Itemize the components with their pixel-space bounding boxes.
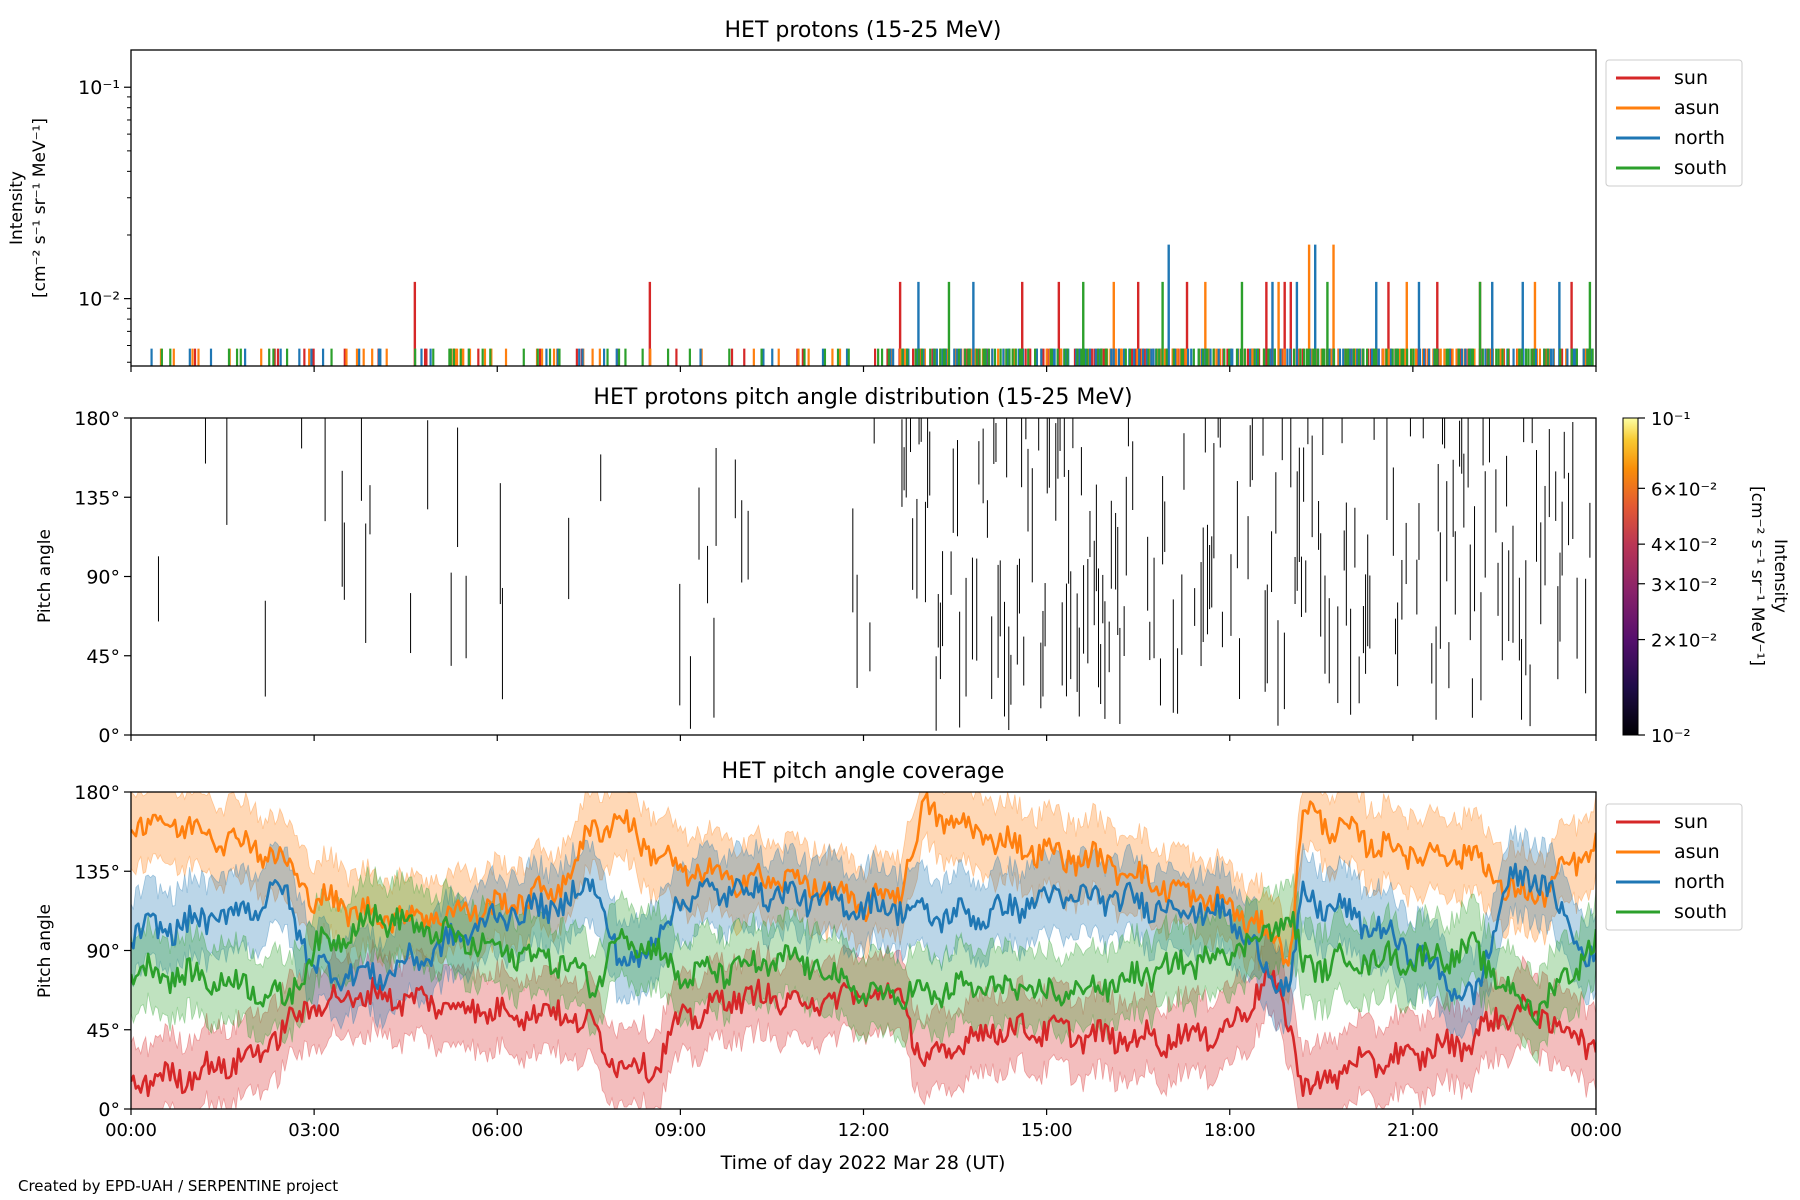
legend-label-south: south <box>1674 157 1727 179</box>
coverage-band-sun <box>131 925 1596 1109</box>
panel-intensity: HET protons (15-25 MeV) 10⁻² 10⁻¹ Intensi… <box>7 18 1743 372</box>
coverage-bands <box>131 792 1596 1109</box>
legend-label-south: south <box>1674 901 1727 923</box>
y-tick-label: 10⁻² <box>78 289 120 311</box>
x-tick-label: 00:00 <box>105 1120 157 1141</box>
legend-label-sun: sun <box>1674 67 1708 89</box>
y-tick-label: 0° <box>98 1099 120 1121</box>
legend-box <box>1605 59 1743 187</box>
panel3-ylabel: Pitch angle <box>35 904 55 998</box>
panel-pitch-angle-distribution: HET protons pitch angle distribution (15… <box>35 385 1790 747</box>
y-tick-label: 180° <box>74 408 120 430</box>
x-tick-label: 00:00 <box>1570 1120 1622 1141</box>
legend-panel1: sun asun north south <box>1605 59 1743 187</box>
panel2-title: HET protons pitch angle distribution (15… <box>593 385 1132 410</box>
colorbar-tick-label: 10⁻² <box>1651 726 1691 747</box>
x-tick-label: 15:00 <box>1021 1120 1073 1141</box>
colorbar-tick-label: 2×10⁻² <box>1651 631 1717 652</box>
x-tick-label: 21:00 <box>1387 1120 1439 1141</box>
y-tick-label: 45° <box>86 646 120 668</box>
coverage-line-south <box>131 903 1596 1026</box>
panel2-frame <box>130 417 1597 736</box>
y-tick-label: 45° <box>86 1020 120 1042</box>
y-tick-label: 180° <box>74 782 120 804</box>
legend-label-north: north <box>1674 871 1725 893</box>
colorbar <box>1622 417 1639 736</box>
panel1-title: HET protons (15-25 MeV) <box>725 18 1002 43</box>
series-south <box>160 281 1594 366</box>
x-tick-label: 12:00 <box>838 1120 890 1141</box>
x-tick-label: 09:00 <box>654 1120 706 1141</box>
panel2-ylabel: Pitch angle <box>35 529 55 623</box>
y-tick-label: 135° <box>74 487 120 509</box>
coverage-lines <box>131 792 1596 1098</box>
y-tick-label: 90° <box>86 941 120 963</box>
colorbar-label: Intensity [cm⁻² s⁻¹ sr⁻¹ MeV⁻¹] <box>1747 486 1790 666</box>
panel1-ylabel: Intensity [cm⁻² s⁻¹ sr⁻¹ MeV⁻¹] <box>7 118 50 298</box>
colorbar-tick-label: 10⁻¹ <box>1651 409 1691 430</box>
coverage-band-asun <box>131 792 1596 1006</box>
legend-panel3: sun asun north south <box>1605 803 1743 931</box>
colorbar-tick-label: 3×10⁻² <box>1651 575 1717 596</box>
colorbar-tick-label: 4×10⁻² <box>1651 535 1717 556</box>
legend-label-north: north <box>1674 127 1725 149</box>
x-tick-label: 03:00 <box>288 1120 340 1141</box>
y-tick-label: 10⁻¹ <box>78 77 120 99</box>
coverage-band-south <box>131 866 1596 1065</box>
series-north <box>150 244 1594 366</box>
footer-credit: Created by EPD-UAH / SERPENTINE project <box>18 1177 339 1195</box>
panel3-title: HET pitch angle coverage <box>722 759 1005 784</box>
x-axis-label: Time of day 2022 Mar 28 (UT) <box>720 1152 1006 1174</box>
colorbar-tick-label: 6×10⁻² <box>1651 479 1717 500</box>
legend-box <box>1605 803 1743 931</box>
x-tick-label: 18:00 <box>1204 1120 1256 1141</box>
y-tick-label: 135° <box>74 861 120 883</box>
y-tick-label: 90° <box>86 567 120 589</box>
series-asun <box>159 244 1587 366</box>
panel1-ylabel-line1: Intensity <box>7 171 27 245</box>
coverage-line-north <box>131 862 1596 1006</box>
coverage-band-north <box>131 825 1596 1043</box>
panel1-ylabel-line2: [cm⁻² s⁻¹ sr⁻¹ MeV⁻¹] <box>30 118 50 298</box>
legend-label-asun: asun <box>1674 841 1720 863</box>
y-tick-label: 0° <box>98 725 120 747</box>
legend-label-asun: asun <box>1674 97 1720 119</box>
x-tick-label: 06:00 <box>471 1120 523 1141</box>
colorbar-label-line1: Intensity <box>1770 539 1790 613</box>
colorbar-label-line2: [cm⁻² s⁻¹ sr⁻¹ MeV⁻¹] <box>1747 486 1767 666</box>
legend-label-sun: sun <box>1674 811 1708 833</box>
panel-pitch-angle-coverage: HET pitch angle coverage 0° 45° 90° 135° 180… <box>35 759 1743 1174</box>
